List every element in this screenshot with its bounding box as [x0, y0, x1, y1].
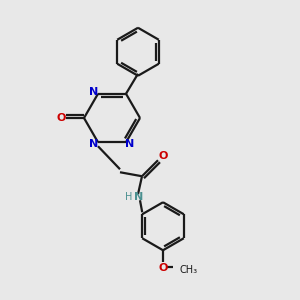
Text: N: N	[89, 139, 99, 149]
Text: CH₃: CH₃	[179, 265, 197, 275]
Text: N: N	[89, 87, 99, 97]
Text: O: O	[158, 151, 168, 161]
Text: N: N	[125, 139, 135, 149]
Text: O: O	[56, 113, 66, 123]
Text: N: N	[134, 192, 144, 202]
Text: H: H	[125, 192, 133, 202]
Text: O: O	[158, 263, 168, 273]
